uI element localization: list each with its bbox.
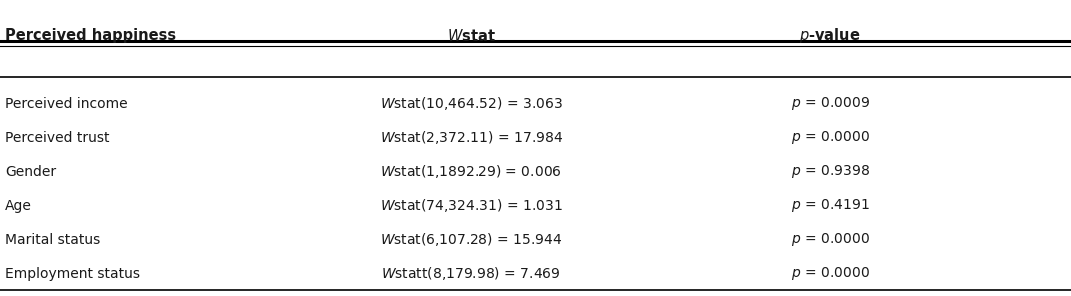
Text: $\mathit{p}$ = 0.0009: $\mathit{p}$ = 0.0009 xyxy=(790,95,870,112)
Text: Employment status: Employment status xyxy=(5,267,140,281)
Text: $\mathit{W}$statt(8,179.98) = 7.469: $\mathit{W}$statt(8,179.98) = 7.469 xyxy=(381,265,561,282)
Text: $\mathit{p}$-value: $\mathit{p}$-value xyxy=(799,26,861,45)
Text: $\mathit{W}$stat(1,1892.29) = 0.006: $\mathit{W}$stat(1,1892.29) = 0.006 xyxy=(380,163,562,180)
Text: $\mathit{p}$ = 0.0000: $\mathit{p}$ = 0.0000 xyxy=(790,265,870,282)
Text: $\mathit{p}$ = 0.0000: $\mathit{p}$ = 0.0000 xyxy=(790,129,870,146)
Text: $\mathit{W}$stat(2,372.11) = 17.984: $\mathit{W}$stat(2,372.11) = 17.984 xyxy=(380,129,562,146)
Text: Marital status: Marital status xyxy=(5,233,101,247)
Text: $\mathit{p}$ = 0.9398: $\mathit{p}$ = 0.9398 xyxy=(790,163,870,180)
Text: $\mathit{W}$stat(10,464.52) = 3.063: $\mathit{W}$stat(10,464.52) = 3.063 xyxy=(380,95,562,112)
Text: $\mathit{p}$ = 0.0000: $\mathit{p}$ = 0.0000 xyxy=(790,231,870,248)
Text: $\mathit{W}$stat: $\mathit{W}$stat xyxy=(447,28,496,44)
Text: Gender: Gender xyxy=(5,165,57,179)
Text: $\mathit{p}$ = 0.4191: $\mathit{p}$ = 0.4191 xyxy=(790,197,870,214)
Text: $\mathit{W}$stat(74,324.31) = 1.031: $\mathit{W}$stat(74,324.31) = 1.031 xyxy=(380,197,562,214)
Text: Perceived income: Perceived income xyxy=(5,96,127,111)
Text: Perceived happiness: Perceived happiness xyxy=(5,28,177,43)
Text: Age: Age xyxy=(5,199,32,213)
Text: Perceived trust: Perceived trust xyxy=(5,131,110,145)
Text: $\mathit{W}$stat(6,107.28) = 15.944: $\mathit{W}$stat(6,107.28) = 15.944 xyxy=(380,231,562,248)
